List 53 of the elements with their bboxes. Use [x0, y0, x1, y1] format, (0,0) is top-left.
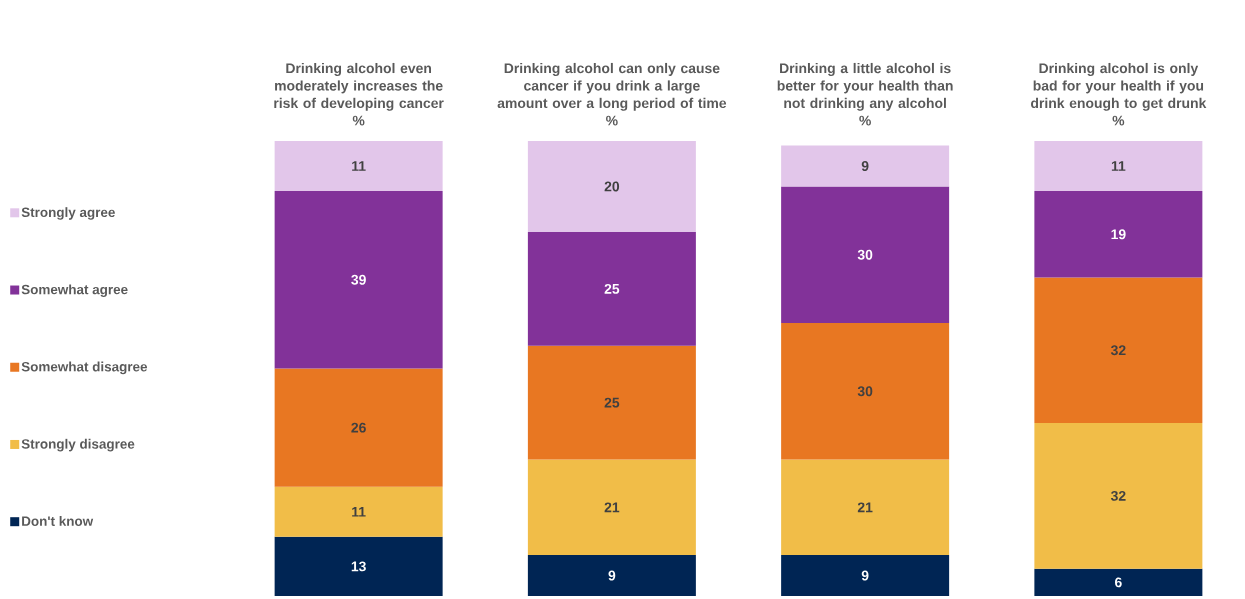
legend-label: Strongly disagree: [21, 438, 135, 452]
text: %: [352, 115, 365, 126]
data-label: 9: [861, 161, 869, 171]
bar: [274, 191, 443, 369]
data-label: 26: [351, 422, 366, 433]
data-label: 6: [1115, 577, 1122, 588]
bar: [1034, 568, 1203, 596]
bar: [1034, 140, 1203, 192]
data-label: 32: [1110, 345, 1126, 356]
bar: [527, 140, 696, 232]
data-label: 11: [1111, 161, 1126, 171]
legend-label: Somewhat agree: [21, 284, 128, 297]
data-label: 20: [604, 181, 620, 192]
data-label: 21: [604, 502, 620, 513]
data-label: 25: [604, 397, 620, 408]
bar: [274, 140, 443, 192]
data-label: 9: [608, 570, 616, 581]
x-tick-label: Drinking alcohol can only cause cancer if you drink a large amount over a long period of time: [497, 62, 727, 111]
bar: [274, 536, 443, 596]
bar: [781, 322, 950, 460]
data-label: 11: [352, 507, 366, 517]
data-label: 32: [1110, 490, 1126, 501]
data-label: 25: [604, 283, 620, 294]
bar: [781, 555, 950, 596]
text: %: [1112, 115, 1125, 126]
legend-label: Don't know: [22, 516, 94, 526]
x-tick-label: Drinking a little alcohol is better for your health than not drinking any alcohol: [777, 62, 953, 111]
data-label: 30: [857, 386, 873, 397]
bar: [781, 145, 950, 187]
bar: [527, 555, 696, 596]
bar: [274, 368, 443, 487]
x-tick-label: Drinking alcohol is only bad for your health if you drink enough to get drunk: [1031, 62, 1207, 111]
bar: [1034, 191, 1203, 278]
bar: [781, 186, 950, 323]
data-label: 11: [352, 161, 366, 171]
bar: [781, 459, 950, 556]
bar: [527, 459, 696, 556]
bar: [527, 345, 696, 460]
text: %: [606, 115, 618, 126]
bar: [1034, 277, 1203, 424]
bar: [274, 486, 443, 537]
bar: [527, 231, 696, 346]
legend-label: Somewhat disagree: [21, 361, 148, 375]
data-label: 19: [1111, 229, 1126, 240]
data-label: 9: [861, 570, 869, 581]
data-label: 13: [351, 561, 366, 572]
bar: [1034, 423, 1203, 569]
legend-label: Strongly agree: [21, 207, 115, 220]
data-label: 39: [351, 274, 366, 285]
data-label: 21: [857, 502, 873, 513]
text: %: [859, 115, 871, 126]
data-label: 30: [857, 249, 873, 260]
x-tick-label: Drinking alcohol even moderately increases the risk of developing cancer: [274, 62, 444, 111]
